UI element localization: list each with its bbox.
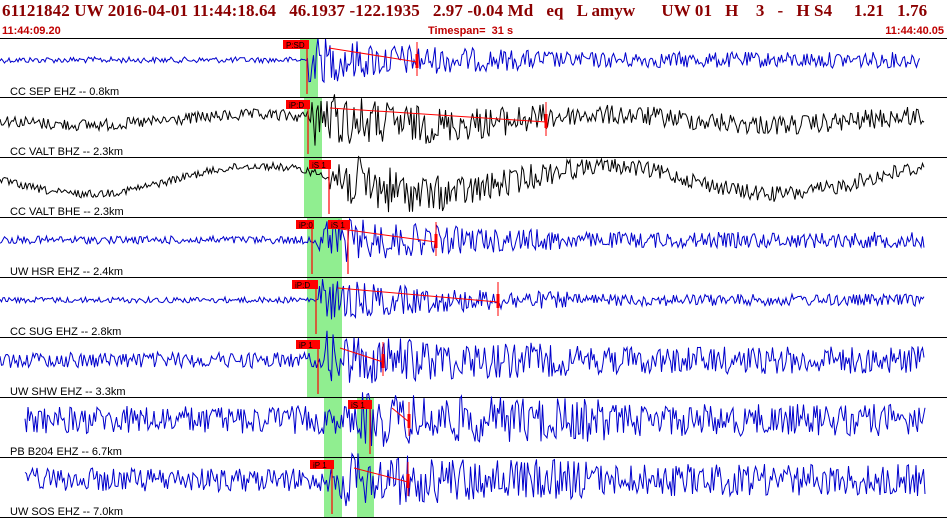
pick-label: iS 1 [312, 161, 326, 170]
waveform [24, 452, 926, 507]
end-time: 11:44:40.05 [885, 25, 944, 37]
seismogram-panel[interactable]: P:SD CC SEP EHZ -- 0.8km iP:D CC VALT BHZ -… [0, 38, 947, 520]
waveform [0, 38, 920, 84]
trace-label: CC VALT BHE -- 2.3km [10, 206, 124, 218]
coda-line [353, 467, 409, 483]
pick-window [357, 458, 374, 518]
pick-marker[interactable] [286, 100, 310, 109]
pick-marker[interactable] [310, 460, 334, 469]
trace-row[interactable]: iS 1 CC VALT BHE -- 2.3km [0, 155, 947, 218]
trace-label: CC SEP EHZ -- 0.8km [10, 86, 119, 98]
start-time: 11:44:09.20 [2, 25, 61, 37]
waveform [0, 330, 925, 384]
pick-label: iP 1 [299, 341, 313, 350]
trace-label: PB B204 EHZ -- 6.7km [10, 446, 122, 458]
pick-marker[interactable] [283, 40, 309, 49]
waveform [0, 155, 925, 213]
pick-marker[interactable] [328, 220, 350, 229]
trace-row[interactable]: iP:D CC VALT BHZ -- 2.3km [0, 94, 947, 158]
trace-row[interactable]: iP:D CC SUG EHZ -- 2.8km [0, 278, 947, 338]
trace-label: UW SHW EHZ -- 3.3km [10, 386, 126, 398]
pick-label: P:SD [286, 41, 305, 50]
trace-label: UW SOS EHZ -- 7.0km [10, 506, 123, 518]
pick-window [300, 38, 318, 98]
pick-window [324, 398, 342, 458]
pick-window [324, 218, 342, 278]
pick-label: iP:D [289, 101, 304, 110]
waveform [0, 94, 925, 146]
pick-label: iP 1 [313, 461, 327, 470]
pick-marker[interactable] [296, 220, 314, 229]
pick-marker[interactable] [348, 400, 372, 409]
timespan: Timespan= 31 s [428, 25, 514, 37]
trace-row[interactable]: iP 1 UW SOS EHZ -- 7.0km [0, 452, 947, 518]
pick-marker[interactable] [309, 160, 331, 169]
trace-label: CC SUG EHZ -- 2.8km [10, 326, 121, 338]
pick-label: iP:D [295, 281, 310, 290]
coda-line [337, 287, 499, 303]
pick-label: iP:0 [299, 221, 313, 230]
coda-line [339, 347, 384, 363]
coda-line [328, 47, 418, 63]
pick-window [324, 338, 342, 398]
pick-marker[interactable] [296, 340, 320, 349]
coda-line [333, 227, 437, 243]
pick-label: iS 1 [351, 401, 365, 410]
trace-row[interactable]: iP 1 UW SHW EHZ -- 3.3km [0, 330, 947, 398]
event-title: 61121842 UW 2016-04-01 11:44:18.64 46.19… [2, 1, 928, 20]
waveform [0, 217, 925, 262]
coda-line [391, 407, 410, 423]
waveform [24, 392, 926, 447]
trace-label: CC VALT BHZ -- 2.3km [10, 146, 123, 158]
pick-window [307, 218, 324, 278]
pick-label: iS 1 [331, 221, 345, 230]
trace-row[interactable]: iP:0 iS 1 UW HSR EHZ -- 2.4km [0, 217, 947, 278]
pick-window [307, 338, 324, 398]
seismogram-svg[interactable]: P:SD CC SEP EHZ -- 0.8km iP:D CC VALT BHZ -… [0, 38, 947, 520]
pick-window [324, 278, 342, 338]
pick-window [304, 158, 322, 218]
trace-row[interactable]: iS 1 PB B204 EHZ -- 6.7km [0, 392, 947, 458]
coda-line [329, 107, 547, 123]
trace-row[interactable]: P:SD CC SEP EHZ -- 0.8km [0, 38, 947, 98]
waveform [0, 279, 925, 320]
event-header: 61121842 UW 2016-04-01 11:44:18.64 46.19… [0, 0, 947, 38]
trace-label: UW HSR EHZ -- 2.4km [10, 266, 123, 278]
pick-marker[interactable] [292, 280, 318, 289]
pick-window [324, 458, 342, 518]
